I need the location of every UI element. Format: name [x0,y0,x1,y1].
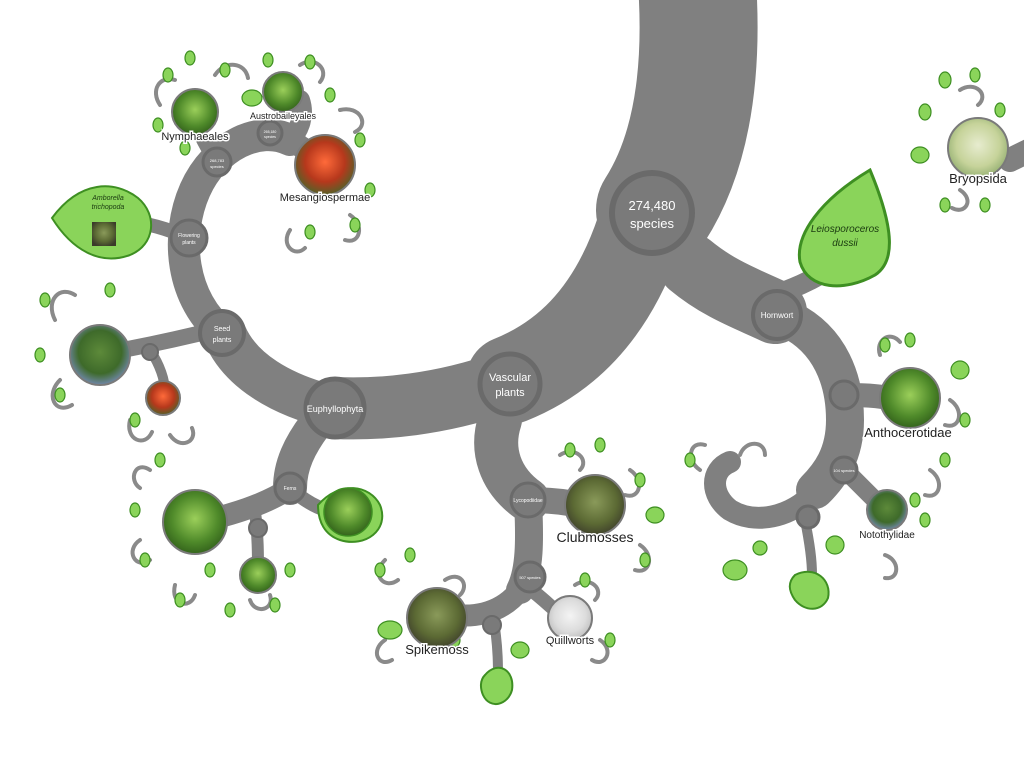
root-unit: species [630,216,675,231]
lyco-species-label: 507 species [519,575,540,580]
leiosporoceros-label-1: Leiosporoceros [811,224,879,235]
leaf-amborella[interactable]: Amborella trichopoda [50,185,153,260]
gnetum-photo[interactable] [145,380,181,416]
mesangiospermae-photo[interactable] [294,134,356,196]
clubmosses-photo[interactable] [564,474,626,536]
seed-node[interactable] [198,309,246,357]
amborella-label-2: trichopoda [92,204,125,211]
ferns-label: Ferns [284,486,297,492]
ferns-small-photo[interactable] [239,556,277,594]
euphyllophyta-node[interactable] [303,376,367,440]
austrobaileyales-label: Austrobaileyales [250,111,317,121]
anthocerotidae-photo[interactable] [879,367,941,429]
flowering-species-2: species [210,164,224,169]
selag-sub-node[interactable] [482,615,502,635]
nymphaeales-photo[interactable] [171,88,219,136]
lyco-species-node[interactable] [513,560,547,594]
node-circles [141,119,860,635]
leaf-selaginella[interactable] [479,666,514,705]
vascular-branch [466,186,684,424]
spikemoss-photo[interactable] [406,587,468,649]
vascular-node[interactable] [477,351,543,417]
anthocerotidae-label: Anthocerotidae [864,425,951,440]
flowering-species-1: 268,783 [210,158,225,163]
node-labels: 274,480 species Vascular plants Euphyllo… [178,130,855,580]
clade-photos [69,71,1009,649]
amborella-label-1: Amborella [91,195,124,202]
decorative-leaves [34,50,1006,659]
bryo-branch [998,139,1024,172]
clade-names: Nymphaeales Austrobaileyales Mesangiospe… [160,110,1009,659]
dendro-node[interactable] [795,504,821,530]
quillworts-photo[interactable] [547,595,593,641]
euphyllophyta-label: Euphyllophyta [307,404,364,414]
anthocerotopsida-node[interactable] [828,379,860,411]
leaf-phymatoceros[interactable] [788,570,830,610]
fern-leaf-photo [323,487,373,537]
quillworts-label: Quillworts [546,635,595,647]
amborella-photo [92,222,116,246]
vascular-label-1: Vascular [489,372,531,384]
flowering-loop [167,119,306,351]
flowering-label-1: Flowering [178,233,200,239]
notothylidae-photo[interactable] [866,489,908,531]
notothylidae-label: Notothylidae [859,530,915,541]
root-count: 274,480 [629,198,676,213]
hornwort-species-label: 104 species [833,468,854,473]
lycopodiidae-label: Lycopodiidae [513,498,543,504]
flowering-species-node[interactable] [201,146,233,178]
clubmosses-label: Clubmosses [556,529,633,545]
flowering-label-2: plants [182,240,196,246]
mesangiospermae-label: Mesangiospermae [280,192,371,204]
leaf-fern-photo[interactable] [316,487,384,543]
leiosporoceros-label-2: dussii [832,238,858,249]
hornwort-label: Hornwort [761,311,794,320]
leaf-leiosporoceros[interactable]: Leiosporoceros dussii [797,167,891,288]
spikemoss-label: Spikemoss [405,642,469,657]
nymphaeales-label: Nymphaeales [161,131,229,143]
austrobaileyales-photo[interactable] [262,71,304,113]
seed-label-1: Seed [214,326,230,333]
austro-species-2: species [264,135,276,139]
hornwort-curl [704,451,826,529]
bryopsida-label: Bryopsida [949,171,1008,186]
hornwort-species-node[interactable] [829,455,859,485]
ferns-main-photo[interactable] [162,489,228,555]
gymnosperm-photo[interactable] [69,324,131,386]
vascular-label-2: plants [495,387,525,399]
fern-sub-node[interactable] [248,518,268,538]
lycopodiidae-node[interactable] [509,481,547,519]
bryopsida-photo[interactable] [947,117,1009,179]
seed-label-2: plants [213,337,232,344]
hornwort-node[interactable] [751,289,803,341]
gymno-sub-node[interactable] [141,343,159,361]
hornwort-down [771,301,865,509]
austro-species-1: 265,180 [264,130,277,134]
root-node[interactable] [609,170,695,256]
austro-species-node[interactable] [256,119,284,147]
ferns-node[interactable] [273,471,307,505]
flowering-node[interactable] [169,218,209,258]
